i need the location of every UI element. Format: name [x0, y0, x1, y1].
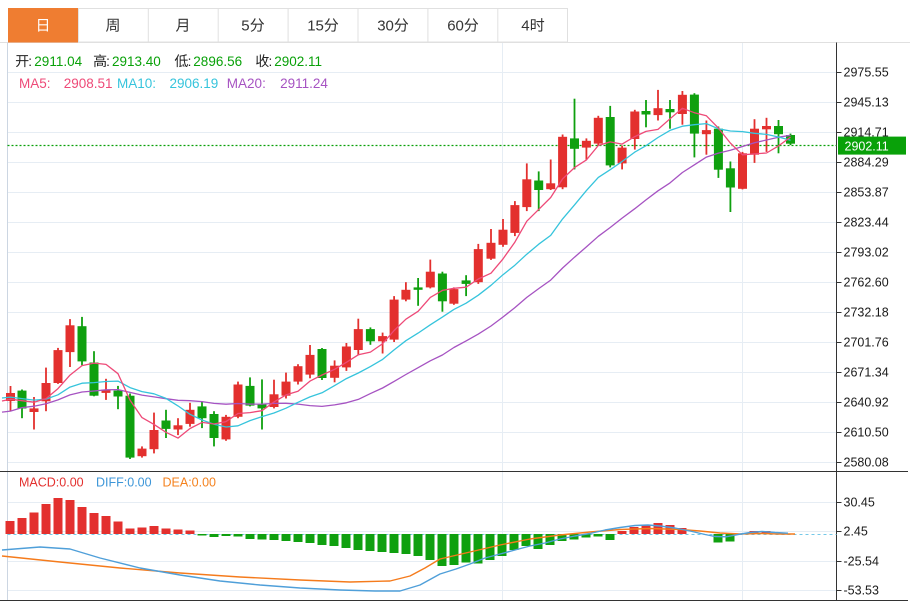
svg-text::: :	[106, 54, 110, 69]
svg-text:60: 60	[447, 18, 464, 35]
svg-text::: :	[28, 54, 32, 69]
svg-text:2701.76: 2701.76	[844, 335, 889, 349]
svg-text:-53.53: -53.53	[844, 583, 879, 597]
svg-text:MA5:: MA5:	[19, 76, 51, 91]
svg-text:15: 15	[307, 18, 324, 35]
svg-text:30.45: 30.45	[844, 495, 875, 509]
svg-text:2945.13: 2945.13	[844, 95, 889, 109]
svg-text::: :	[188, 54, 192, 69]
svg-text:4: 4	[521, 18, 529, 35]
svg-text:2913.40: 2913.40	[112, 54, 161, 69]
svg-text:2908.51: 2908.51	[64, 76, 113, 91]
svg-text:2884.29: 2884.29	[844, 155, 889, 169]
svg-text:MA20:: MA20:	[227, 76, 266, 91]
svg-text:2911.04: 2911.04	[34, 54, 82, 69]
svg-text:2640.92: 2640.92	[844, 395, 889, 409]
svg-text:MA10:: MA10:	[117, 76, 156, 91]
svg-text:2.45: 2.45	[844, 524, 868, 538]
svg-text:MACD:0.00: MACD:0.00	[19, 476, 84, 490]
svg-text:2732.18: 2732.18	[844, 305, 889, 319]
svg-text:2914.71: 2914.71	[844, 125, 889, 139]
svg-text:2975.55: 2975.55	[844, 65, 889, 79]
svg-text:DEA:0.00: DEA:0.00	[163, 476, 217, 490]
svg-text:-25.54: -25.54	[844, 554, 879, 568]
svg-text:2906.19: 2906.19	[170, 76, 219, 91]
svg-text:2671.34: 2671.34	[844, 365, 889, 379]
svg-text:30: 30	[377, 18, 394, 35]
svg-text:DIFF:0.00: DIFF:0.00	[96, 476, 152, 490]
svg-text:2823.44: 2823.44	[844, 215, 889, 229]
svg-text:2896.56: 2896.56	[193, 54, 242, 69]
svg-text:5: 5	[241, 18, 249, 35]
svg-text:2793.02: 2793.02	[844, 245, 889, 259]
svg-text:2902.11: 2902.11	[274, 54, 322, 69]
svg-text::: :	[269, 54, 273, 69]
svg-text:2762.60: 2762.60	[844, 275, 889, 289]
svg-text:2911.24: 2911.24	[280, 76, 328, 91]
svg-text:2610.50: 2610.50	[844, 425, 889, 439]
svg-text:2580.08: 2580.08	[844, 455, 889, 469]
svg-text:2902.11: 2902.11	[845, 139, 889, 153]
svg-text:2853.87: 2853.87	[844, 185, 889, 199]
